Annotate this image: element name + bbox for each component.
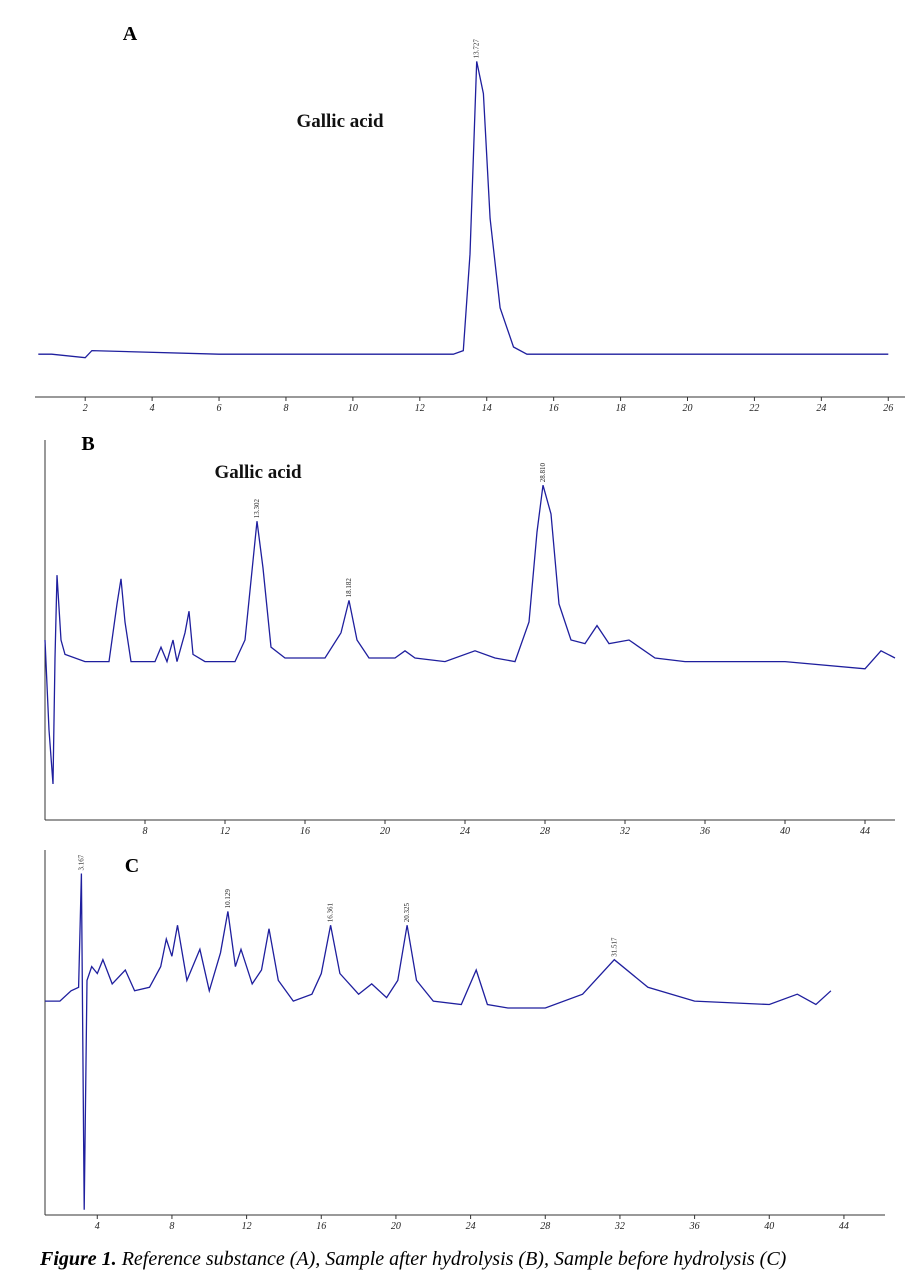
x-tick-label: 24 (816, 403, 826, 414)
caption-label: Figure 1. (40, 1248, 117, 1270)
x-tick-label: 28 (540, 1221, 550, 1232)
peak-label: 10.129 (224, 889, 232, 909)
peak-label: 3.167 (77, 854, 85, 870)
peak-label: 20.325 (403, 902, 411, 922)
x-tick-label: 32 (614, 1221, 625, 1232)
x-tick-label: 20 (391, 1221, 401, 1232)
x-tick-label: 4 (150, 403, 155, 414)
x-tick-label: 16 (316, 1221, 326, 1232)
x-tick-label: 12 (220, 826, 230, 837)
trace (44, 485, 896, 785)
x-tick-label: 8 (283, 403, 288, 414)
x-tick-label: 2 (83, 403, 88, 414)
peak-label: 13.727 (473, 39, 481, 59)
panel-label: A (123, 23, 138, 45)
x-tick-label: 36 (699, 826, 710, 837)
x-tick-label: 24 (460, 826, 470, 837)
x-tick-label: 44 (839, 1221, 849, 1232)
x-tick-label: 18 (616, 403, 626, 414)
x-tick-label: 24 (466, 1221, 476, 1232)
x-tick-label: 20 (380, 826, 390, 837)
x-tick-label: 20 (683, 403, 693, 414)
peak-label: 16.361 (327, 902, 335, 922)
x-tick-label: 22 (749, 403, 759, 414)
x-tick-label: 12 (415, 403, 425, 414)
annotation: Gallic acid (296, 111, 384, 132)
peak-label: 28.810 (539, 462, 547, 482)
x-tick-label: 32 (619, 826, 630, 837)
x-tick-label: 36 (689, 1221, 700, 1232)
x-tick-label: 16 (549, 403, 559, 414)
panel-label: B (81, 433, 94, 455)
x-tick-label: 10 (348, 403, 358, 414)
panel-label: C (125, 855, 139, 877)
peak-label: 31.517 (610, 937, 618, 957)
trace (45, 873, 832, 1210)
x-tick-label: 40 (780, 826, 790, 837)
peak-label: 18.182 (345, 578, 353, 598)
x-tick-label: 8 (169, 1221, 174, 1232)
x-tick-label: 12 (242, 1221, 252, 1232)
x-tick-label: 4 (95, 1221, 100, 1232)
x-tick-label: 26 (883, 403, 893, 414)
x-tick-label: 40 (764, 1221, 774, 1232)
trace (38, 61, 889, 359)
x-tick-label: 14 (482, 403, 492, 414)
x-tick-label: 6 (217, 403, 222, 414)
annotation: Gallic acid (214, 462, 302, 483)
x-tick-label: 44 (860, 826, 870, 837)
peak-label: 13.302 (253, 498, 261, 518)
x-tick-label: 8 (143, 826, 148, 837)
x-tick-label: 28 (540, 826, 550, 837)
caption: Figure 1. Reference substance (A), Sampl… (40, 1248, 786, 1271)
caption-text: Reference substance (A), Sample after hy… (121, 1248, 787, 1270)
x-tick-label: 16 (300, 826, 310, 837)
